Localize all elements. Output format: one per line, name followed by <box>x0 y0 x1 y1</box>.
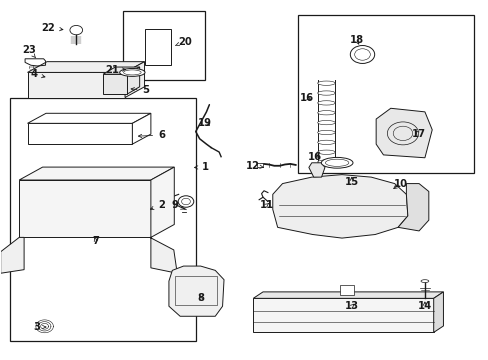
Bar <box>253 298 433 332</box>
Polygon shape <box>253 292 443 298</box>
Text: 4: 4 <box>30 69 45 79</box>
Polygon shape <box>27 72 125 98</box>
Ellipse shape <box>317 140 334 144</box>
Text: 12: 12 <box>246 161 263 171</box>
Ellipse shape <box>317 81 334 85</box>
Polygon shape <box>0 237 24 273</box>
Polygon shape <box>132 113 151 144</box>
Text: 7: 7 <box>92 236 99 246</box>
Ellipse shape <box>317 101 334 105</box>
Polygon shape <box>19 167 174 180</box>
Text: 20: 20 <box>175 37 191 47</box>
Ellipse shape <box>317 130 334 135</box>
Text: 22: 22 <box>41 23 63 33</box>
Text: 14: 14 <box>417 301 431 311</box>
Polygon shape <box>27 123 132 144</box>
Bar <box>10 98 195 341</box>
Bar <box>144 30 171 65</box>
Polygon shape <box>103 74 127 94</box>
Bar <box>175 276 216 305</box>
Ellipse shape <box>325 159 348 166</box>
Bar <box>298 15 473 173</box>
Bar <box>256 163 262 167</box>
Polygon shape <box>19 180 151 237</box>
Text: 16: 16 <box>299 93 313 103</box>
Text: 17: 17 <box>411 129 425 139</box>
Text: 18: 18 <box>349 35 363 45</box>
Ellipse shape <box>420 280 428 283</box>
Ellipse shape <box>317 150 334 154</box>
Ellipse shape <box>317 111 334 115</box>
Text: 10: 10 <box>393 179 407 189</box>
Ellipse shape <box>317 91 334 95</box>
Polygon shape <box>127 67 140 94</box>
Text: 15: 15 <box>344 177 358 187</box>
Text: 3: 3 <box>33 322 46 332</box>
Polygon shape <box>433 292 443 332</box>
Polygon shape <box>308 163 325 177</box>
Polygon shape <box>150 237 177 273</box>
Polygon shape <box>103 67 140 74</box>
Text: 9: 9 <box>171 200 184 210</box>
Polygon shape <box>375 108 431 158</box>
Polygon shape <box>27 113 151 123</box>
Text: 8: 8 <box>197 293 203 303</box>
Text: 2: 2 <box>150 200 165 210</box>
Text: 19: 19 <box>197 118 211 128</box>
Polygon shape <box>397 184 428 231</box>
Text: 23: 23 <box>22 45 36 58</box>
Ellipse shape <box>317 160 334 164</box>
Text: 11: 11 <box>259 200 273 210</box>
Ellipse shape <box>321 157 352 168</box>
Bar <box>122 12 205 80</box>
Polygon shape <box>151 167 174 237</box>
Ellipse shape <box>123 70 141 75</box>
Text: 1: 1 <box>194 162 209 172</box>
Ellipse shape <box>120 68 145 76</box>
Polygon shape <box>272 175 407 238</box>
Text: 21: 21 <box>104 64 125 75</box>
Text: 5: 5 <box>131 85 149 95</box>
Text: 6: 6 <box>138 130 165 140</box>
Bar <box>339 285 353 296</box>
Text: 16: 16 <box>307 152 322 162</box>
Ellipse shape <box>317 121 334 125</box>
Polygon shape <box>168 266 224 316</box>
Polygon shape <box>125 62 144 98</box>
Text: 13: 13 <box>344 301 358 311</box>
Polygon shape <box>27 62 144 72</box>
